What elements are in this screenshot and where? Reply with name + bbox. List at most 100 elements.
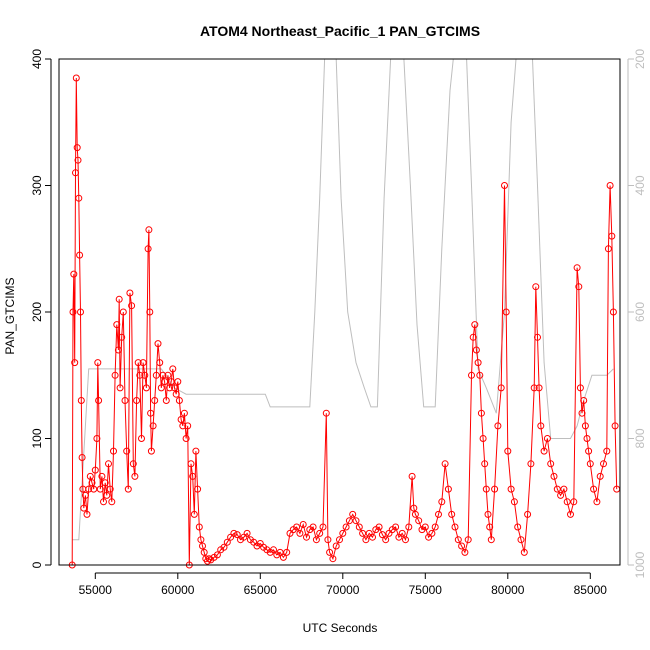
data-point <box>520 548 528 556</box>
data-point <box>472 346 480 354</box>
data-point <box>339 529 347 537</box>
data-point <box>405 523 413 531</box>
data-point <box>124 485 132 493</box>
data-point <box>570 498 578 506</box>
data-point <box>88 479 96 487</box>
data-point <box>451 523 459 531</box>
data-point <box>303 533 310 541</box>
data-point <box>563 498 571 506</box>
data-point <box>507 485 515 493</box>
data-point <box>70 270 78 278</box>
data-point <box>349 510 357 518</box>
data-point <box>129 460 137 468</box>
data-point <box>197 536 205 544</box>
data-point <box>342 523 350 531</box>
data-point <box>167 378 175 386</box>
data-point <box>461 548 469 556</box>
data-point <box>233 531 241 539</box>
data-point <box>213 551 221 559</box>
data-point <box>195 523 203 531</box>
data-point <box>486 523 494 531</box>
data-point <box>415 517 423 525</box>
data-point <box>296 529 304 537</box>
data-point <box>398 529 406 537</box>
data-point <box>147 447 155 455</box>
data-point <box>95 397 103 404</box>
data-point <box>514 523 522 531</box>
x-axis-label: UTC Seconds <box>303 621 378 635</box>
data-point <box>86 472 94 480</box>
data-point <box>497 384 505 392</box>
data-point <box>171 384 178 392</box>
data-point <box>243 529 251 537</box>
data-point <box>164 371 172 379</box>
data-point <box>576 384 584 392</box>
x-tick-label: 70000 <box>326 583 360 597</box>
data-point <box>392 523 400 531</box>
data-point <box>352 517 360 525</box>
data-point <box>580 397 588 404</box>
data-point <box>159 371 167 379</box>
data-point <box>590 485 598 493</box>
data-point <box>471 321 479 329</box>
data-point <box>77 308 84 316</box>
data-point <box>220 543 228 551</box>
data-point <box>504 447 512 455</box>
data-point <box>230 529 238 537</box>
data-point <box>119 308 127 316</box>
data-point <box>477 409 485 417</box>
data-point <box>93 435 101 442</box>
data-point <box>444 485 452 493</box>
data-point <box>106 485 114 493</box>
data-point <box>141 371 149 379</box>
data-point <box>474 359 482 367</box>
data-point <box>448 510 456 518</box>
data-point <box>553 485 561 493</box>
data-point <box>77 397 85 404</box>
data-point <box>596 472 604 480</box>
series-line-0 <box>71 77 618 566</box>
data-point <box>147 409 155 417</box>
y-tick-label: 0 <box>30 561 44 568</box>
data-point <box>527 460 535 468</box>
data-point <box>139 359 147 367</box>
data-point <box>491 485 499 493</box>
data-point <box>431 523 439 531</box>
data-point <box>293 523 301 531</box>
data-point <box>94 359 102 367</box>
data-point <box>359 529 367 537</box>
data-point <box>166 384 174 392</box>
data-point <box>116 384 124 392</box>
data-point <box>322 409 330 417</box>
data-point <box>494 422 502 430</box>
data-point <box>270 546 277 554</box>
data-point <box>378 531 386 539</box>
data-point <box>408 472 416 480</box>
data-point <box>192 447 200 455</box>
data-point <box>187 460 195 468</box>
data-point <box>410 504 418 512</box>
y-axis-label: PAN_GTCIMS <box>3 277 17 354</box>
data-point <box>487 536 495 544</box>
data-point <box>174 378 182 386</box>
data-point <box>118 333 126 341</box>
data-point <box>149 422 157 430</box>
x-tick-label: 60000 <box>161 583 195 597</box>
data-point <box>101 479 109 487</box>
chart-title: ATOM4 Northeast_Pacific_1 PAN_GTCIMS <box>200 23 480 39</box>
data-point <box>362 536 370 544</box>
x-tick-label: 55000 <box>79 583 113 597</box>
data-point <box>133 397 141 404</box>
y-right-tick-label: 400 <box>633 175 647 195</box>
data-point <box>172 390 180 398</box>
data-point <box>575 283 583 291</box>
data-point <box>113 321 121 329</box>
data-point <box>537 422 545 430</box>
data-point <box>585 447 593 455</box>
data-point <box>76 251 84 259</box>
data-point <box>479 435 487 442</box>
x-tick-label: 65000 <box>244 583 278 597</box>
data-point <box>157 384 165 392</box>
data-point <box>123 447 131 455</box>
